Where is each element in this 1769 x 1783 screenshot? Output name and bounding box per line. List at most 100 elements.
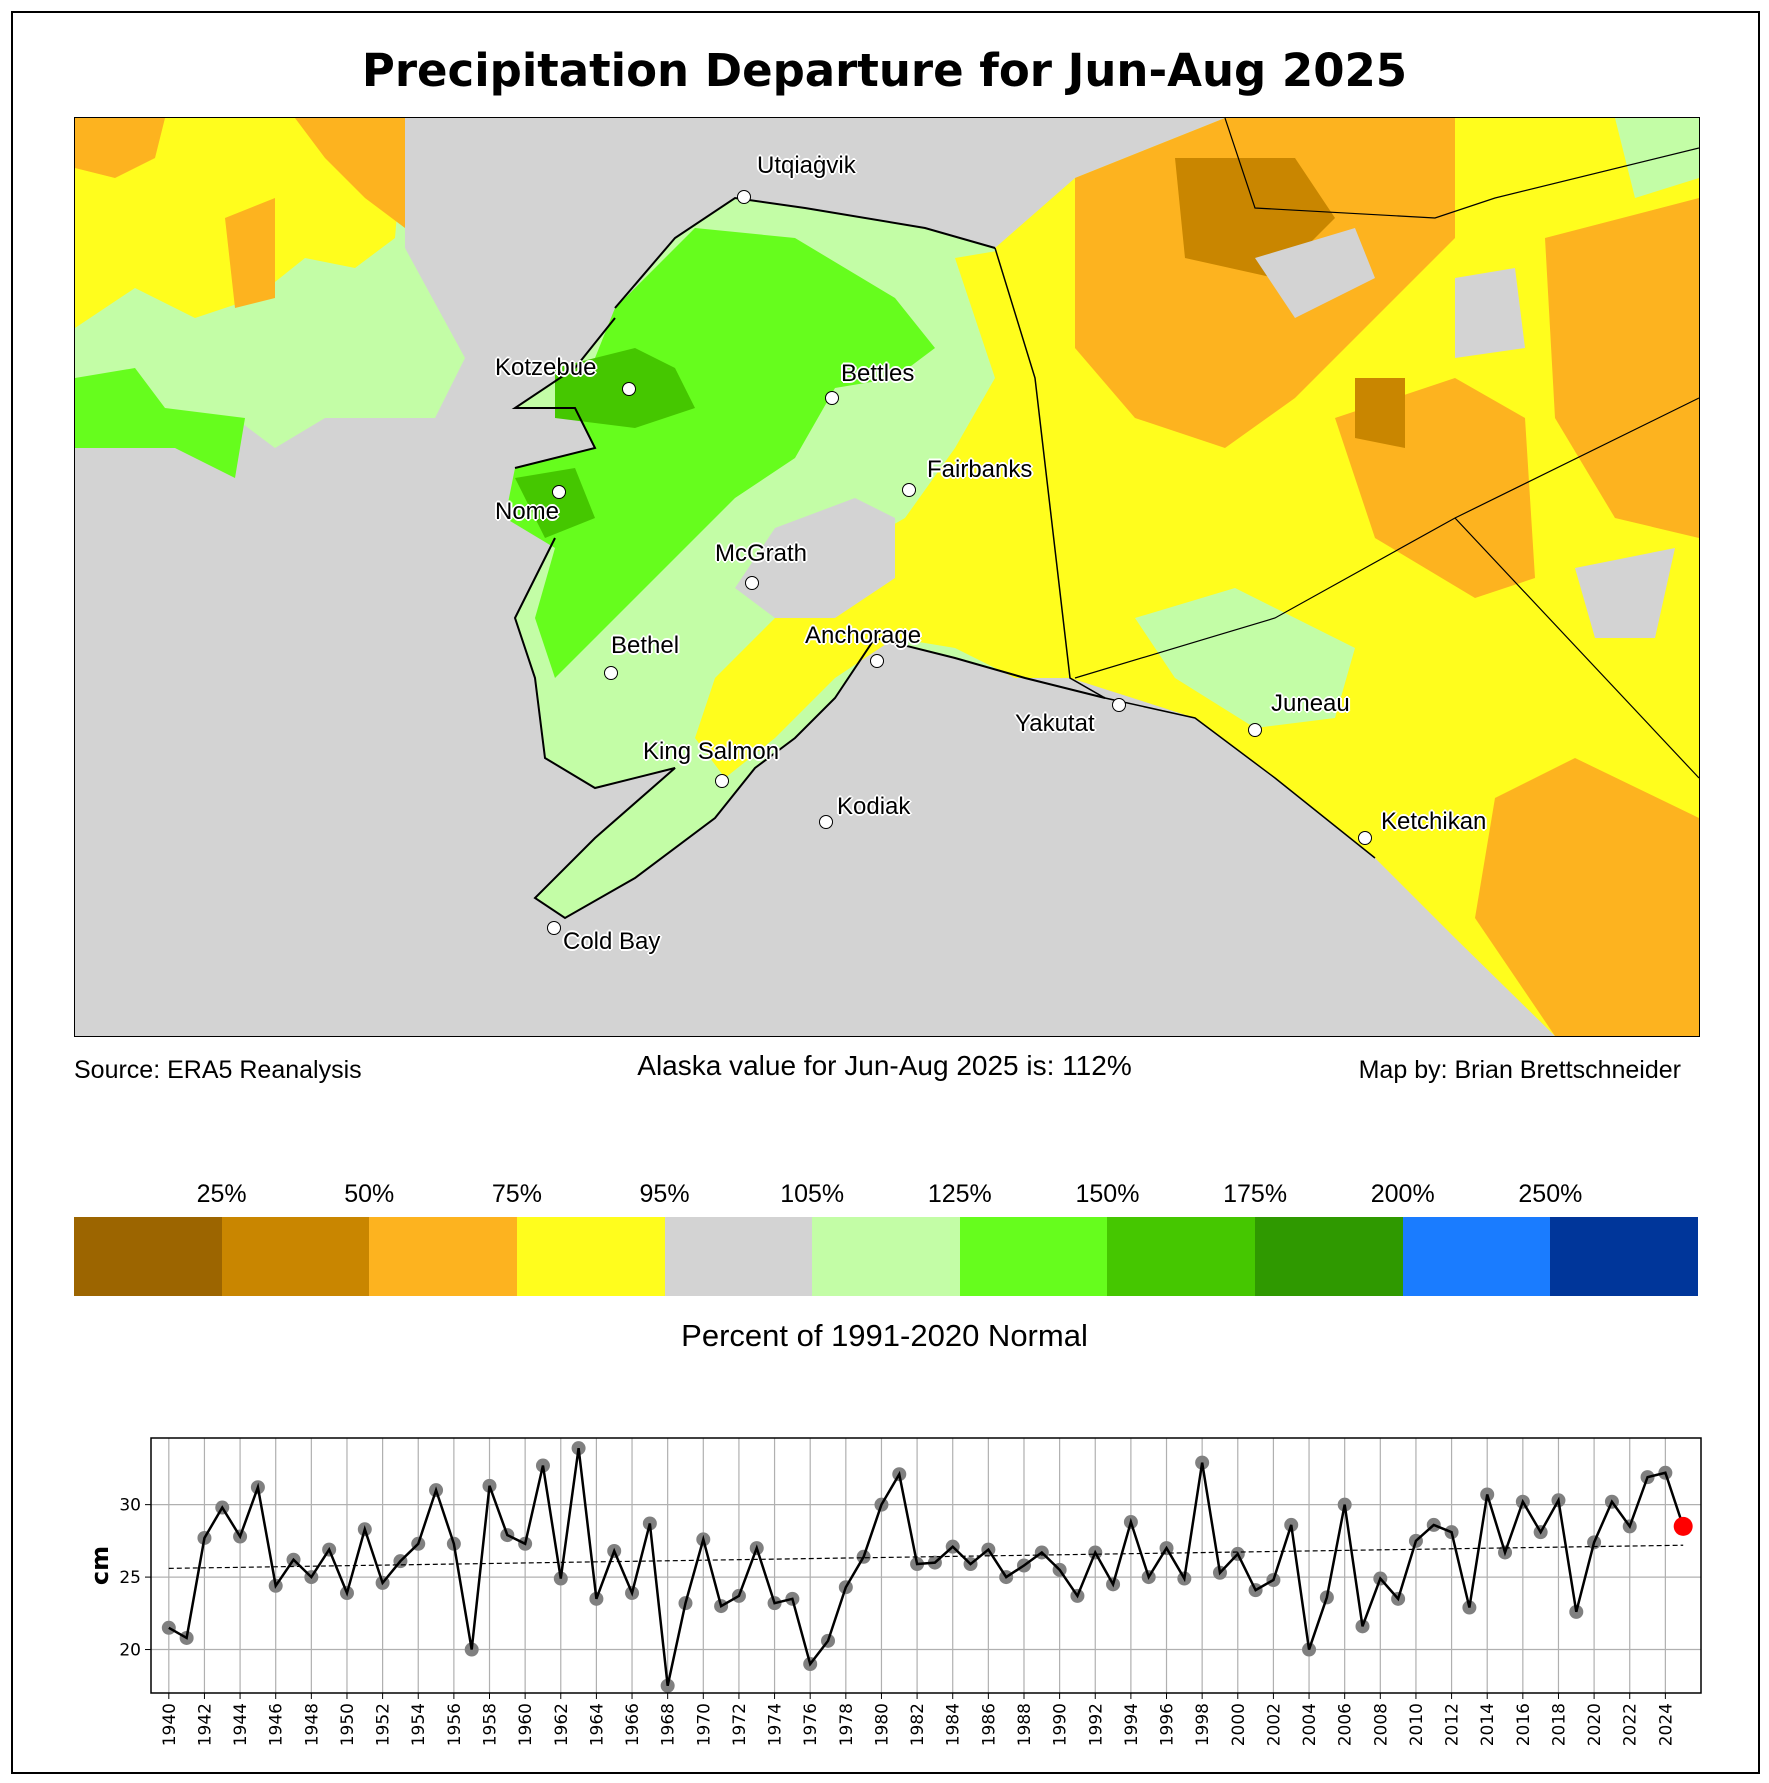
x-tick-label: 2010 [1407,1703,1427,1746]
city-marker [1112,698,1126,712]
colorbar-swatch [664,1217,813,1296]
x-tick-label: 1994 [1122,1703,1142,1746]
y-tick-label: 25 [119,1568,141,1588]
x-tick-label: 2024 [1656,1703,1676,1746]
series-line [168,1447,1685,1687]
x-tick-label: 1998 [1193,1703,1213,1746]
alaska-value-text: Alaska value for Jun-Aug 2025 is: 112% [637,1050,1132,1081]
map-canvas [75,118,1699,1036]
x-tick-label: 2022 [1621,1703,1641,1746]
colorbar-swatch [74,1217,222,1296]
x-tick-label: 2008 [1371,1703,1391,1746]
x-tick-label: 1980 [872,1703,892,1746]
city-label-king-salmon: King Salmon [643,738,780,765]
city-label-bethel: Bethel [611,632,680,659]
plot-frame [150,1437,1702,1694]
x-tick-label: 1976 [801,1703,821,1746]
colorbar-tick-label: 75% [491,1180,542,1208]
city-label-utqiagvik: Utqiaġvik [757,152,856,179]
x-tick-label: 1972 [730,1703,750,1746]
land-canada-gray [1255,228,1675,638]
colorbar-swatch [812,1217,960,1296]
figure-frame [11,11,1760,1774]
province-borders [1074,118,1699,779]
colorbar-swatch [516,1217,665,1296]
trend-line [168,1544,1684,1569]
x-tick-label: 1952 [374,1703,394,1746]
land-chukotka-orange [75,118,405,308]
highlight-point [1673,1516,1693,1536]
colorbar-swatch [1107,1217,1256,1296]
x-tick-label: 2016 [1514,1703,1534,1746]
x-tick-label: 2018 [1549,1703,1569,1746]
plot-area [151,1438,1701,1693]
colorbar-tick-label: 50% [344,1180,395,1208]
page-title: Precipitation Departure for Jun-Aug 2025 [361,44,1408,97]
colorbar-tick-label: 150% [1075,1180,1140,1208]
colorbar-swatch [1255,1217,1403,1296]
city-marker [547,921,561,935]
x-tick-label: 1982 [908,1703,928,1746]
land-alaska-gray [735,498,895,618]
city-marker [1248,723,1262,737]
x-tick-label: 1964 [587,1703,607,1746]
y-axis-label: cm [86,1546,114,1585]
colorbar-tick-label: 250% [1518,1180,1583,1208]
land-canada-lightgreen [1135,118,1699,728]
x-tick-label: 1954 [409,1703,429,1746]
x-tick-label: 2000 [1229,1703,1249,1746]
x-tick-label: 1990 [1051,1703,1071,1746]
city-marker [604,666,618,680]
x-tick-label: 1946 [267,1703,287,1746]
x-tick-label: 2020 [1585,1703,1605,1746]
colorbar [74,1217,1699,1296]
x-tick-label: 1962 [552,1703,572,1746]
city-marker [819,815,833,829]
credit-text: Map by: Brian Brettschneider [1358,1056,1681,1084]
city-marker [552,485,566,499]
x-tick-label: 1948 [302,1703,322,1746]
colorbar-swatch [959,1217,1108,1296]
colorbar-tick-label: 125% [927,1180,992,1208]
city-marker [737,190,751,204]
coastline [511,196,1106,920]
city-marker [825,391,839,405]
precipitation-map: Utqiaġvik Kotzebue Bettles Nome Fairbank… [74,117,1700,1037]
land-alaska-green [505,228,935,678]
land-alaska-yellow [695,238,1075,778]
x-tick-label: 2006 [1336,1703,1356,1746]
x-tick-label: 1984 [944,1703,964,1746]
x-tick-label: 1960 [516,1703,536,1746]
colorbar-swatch [1550,1217,1699,1296]
x-tick-label: 1974 [766,1703,786,1746]
colorbar-tick-label: 200% [1370,1180,1435,1208]
colorbar-swatch [221,1217,370,1296]
colorbar-swatch [369,1217,517,1296]
city-label-fairbanks: Fairbanks [927,456,1033,483]
city-marker [1358,831,1372,845]
city-label-nome: Nome [495,498,560,525]
x-tick-label: 2012 [1443,1703,1463,1746]
city-label-bettles: Bettles [841,360,915,387]
x-tick-label: 1978 [837,1703,857,1746]
x-tick-label: 1986 [979,1703,999,1746]
x-tick-label: 1988 [1015,1703,1035,1746]
y-tick-label: 20 [119,1641,141,1661]
x-tick-label: 2014 [1478,1703,1498,1746]
city-label-anchorage: Anchorage [805,622,922,649]
city-marker [902,483,916,497]
city-label-mcgrath: McGrath [715,540,808,567]
land-canada-brown [1175,158,1405,448]
x-tick-label: 2004 [1300,1703,1320,1746]
city-label-ketchikan: Ketchikan [1381,808,1487,835]
x-tick-label: 1970 [694,1703,714,1746]
x-tick-label: 2002 [1264,1703,1284,1746]
city-marker [622,382,636,396]
x-tick-label: 1950 [338,1703,358,1746]
city-label-kodiak: Kodiak [837,793,911,820]
city-label-kotzebue: Kotzebue [495,354,597,381]
x-tick-label: 1940 [160,1703,180,1746]
x-tick-label: 1942 [195,1703,215,1746]
